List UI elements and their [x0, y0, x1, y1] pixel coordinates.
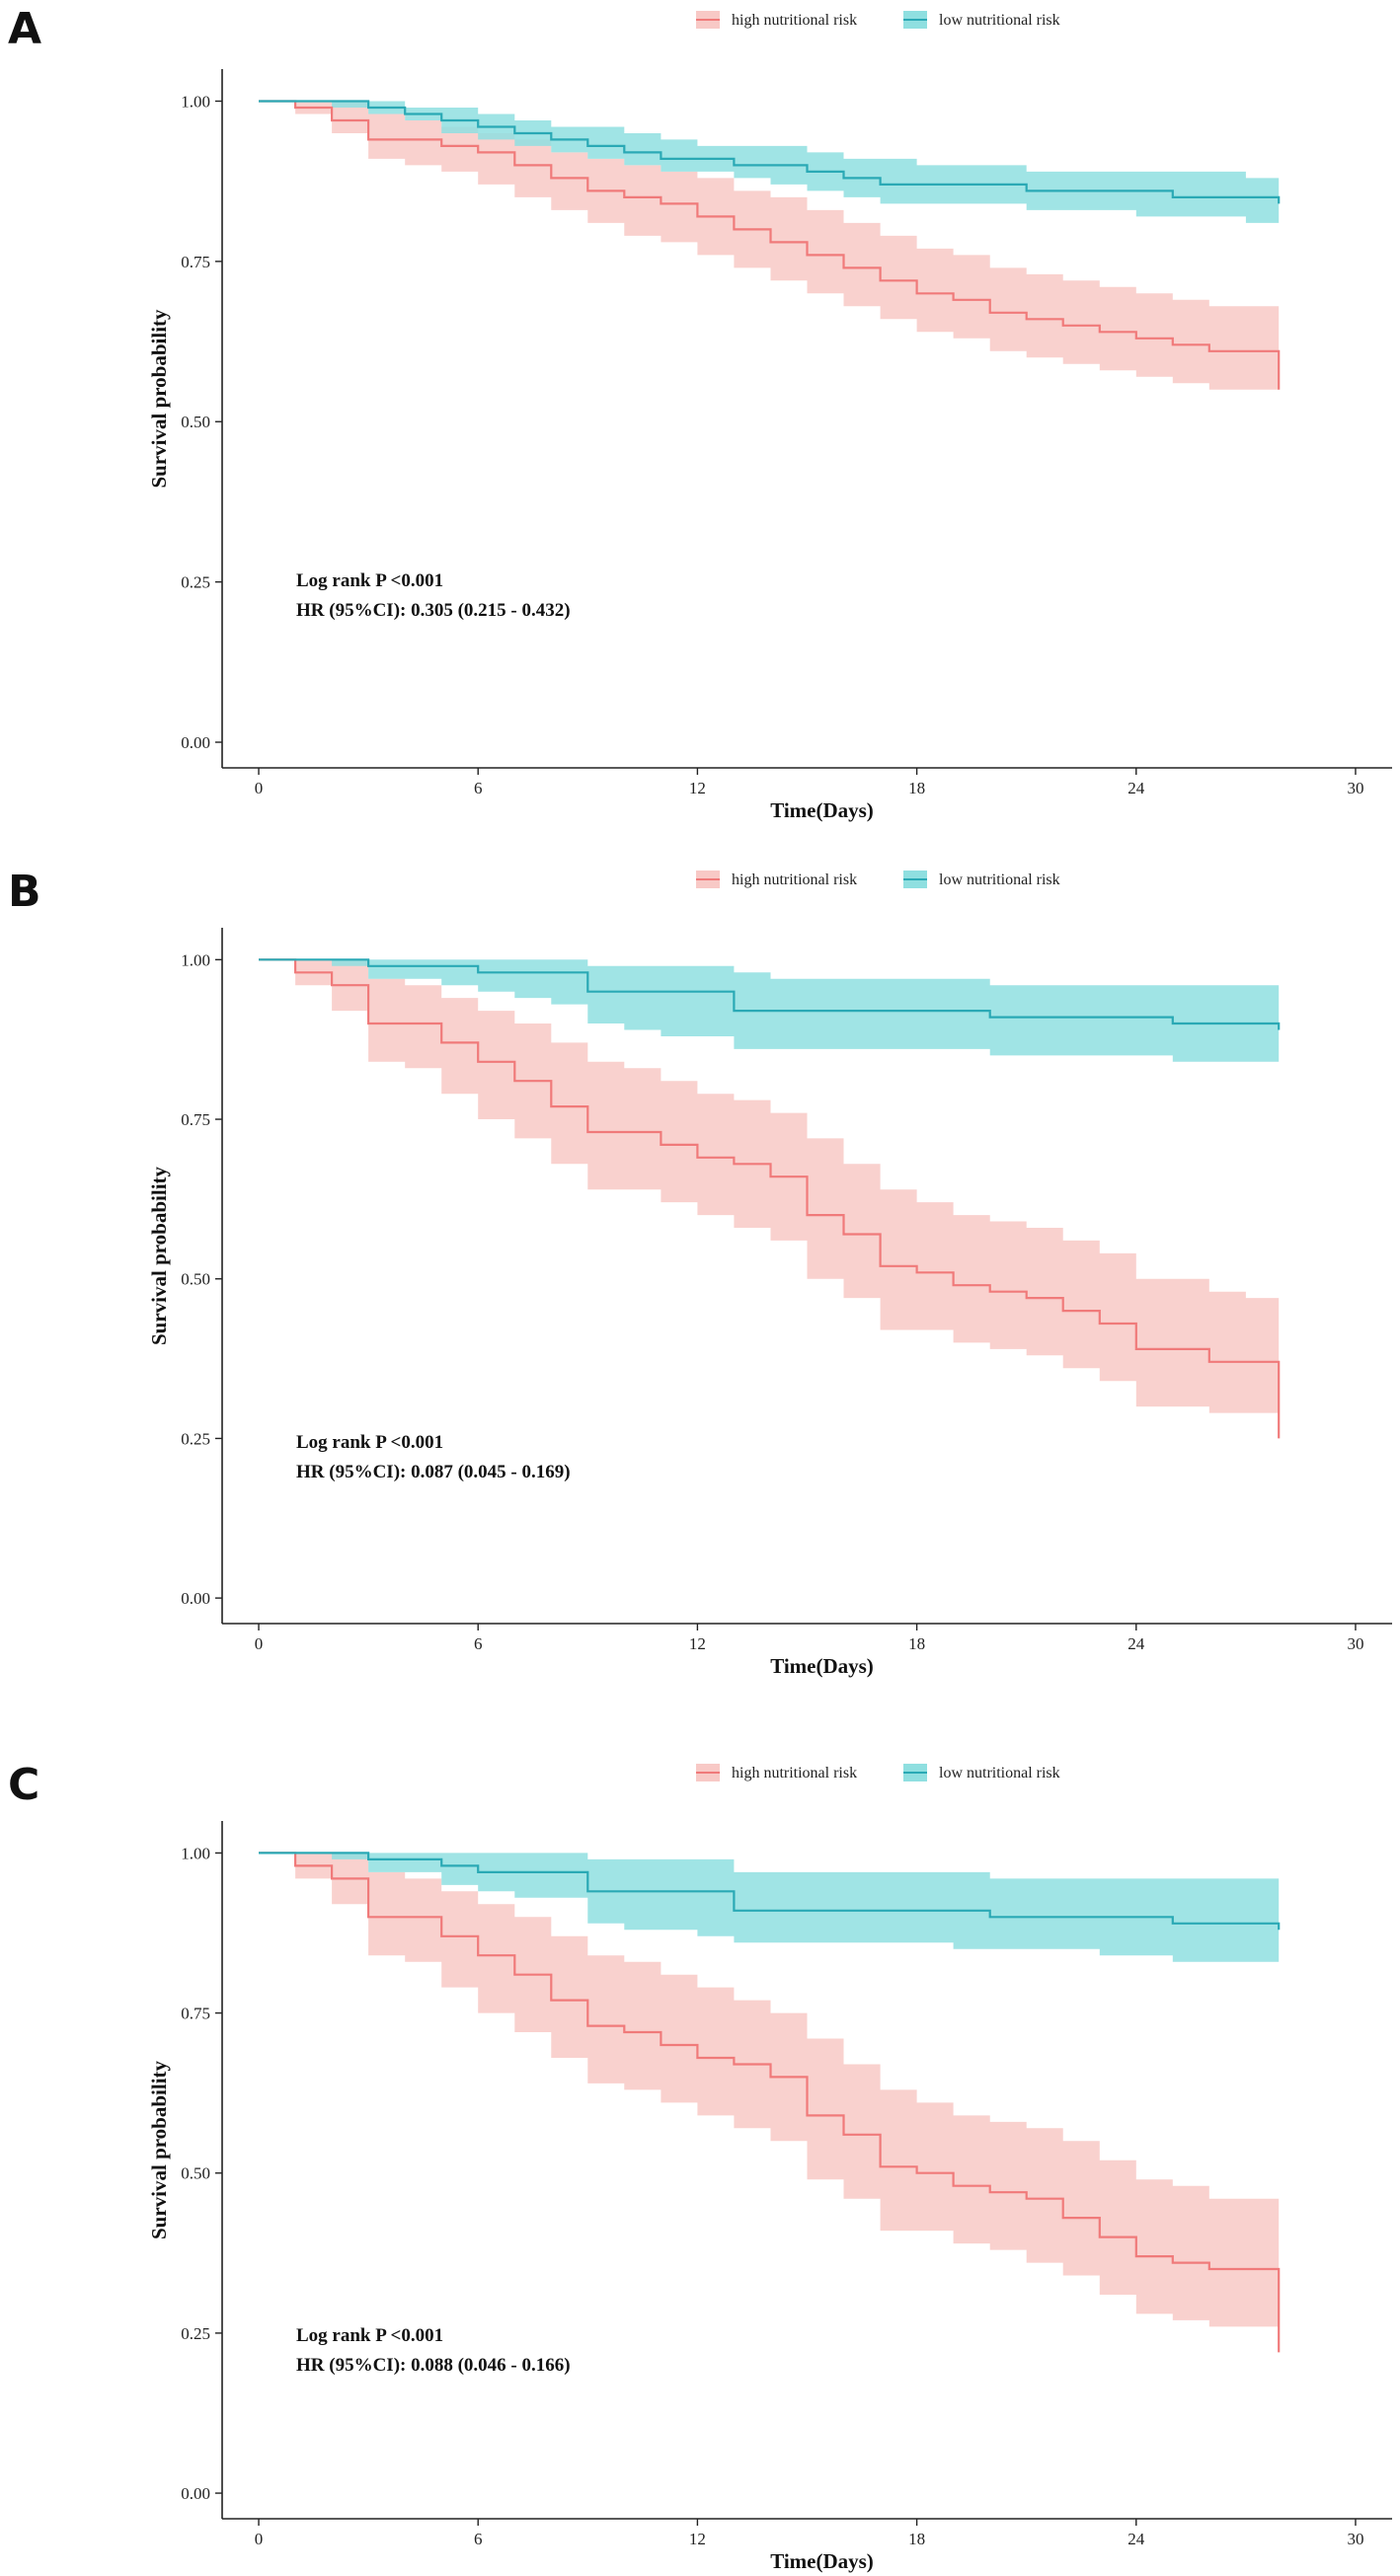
- x-tick-label: 18: [908, 1634, 925, 1653]
- y-tick-label: 0.25: [181, 1429, 210, 1448]
- y-axis-title: Survival probability: [147, 309, 171, 489]
- x-tick-label: 24: [1128, 779, 1145, 797]
- panel-letter: A: [8, 4, 41, 54]
- x-tick-label: 12: [689, 2530, 706, 2548]
- y-axis-title: Survival probability: [147, 2060, 171, 2239]
- x-tick-label: 0: [255, 1634, 264, 1653]
- x-tick-label: 12: [689, 779, 706, 797]
- x-tick-label: 30: [1347, 2530, 1363, 2548]
- x-tick-label: 6: [474, 1634, 483, 1653]
- x-tick-label: 12: [689, 1634, 706, 1653]
- hazard-ratio-annotation: HR (95%CI): 0.087 (0.045 - 0.169): [296, 1462, 571, 1482]
- x-tick-label: 30: [1347, 1634, 1363, 1653]
- survival-curve-low-risk: [259, 1852, 1281, 1931]
- hazard-ratio-annotation: HR (95%CI): 0.088 (0.046 - 0.166): [296, 2355, 571, 2376]
- legend-label-high: high nutritional risk: [732, 1765, 857, 1781]
- survival-curve-high-risk: [259, 958, 1281, 1439]
- legend: high nutritional risk low nutritional ris…: [696, 11, 1060, 29]
- x-tick-label: 30: [1347, 779, 1363, 797]
- survival-curve-high-risk: [259, 100, 1281, 390]
- survival-curve-low-risk: [259, 100, 1281, 204]
- x-axis-title: Time(Days): [770, 1654, 874, 1678]
- y-tick-label: 0.50: [181, 2164, 210, 2183]
- x-tick-label: 24: [1128, 2530, 1145, 2548]
- y-tick-label: 0.00: [181, 1589, 210, 1608]
- legend-label-high: high nutritional risk: [732, 871, 857, 888]
- panel-letter: B: [8, 867, 41, 917]
- log-rank-annotation: Log rank P <0.001: [296, 570, 443, 591]
- panel-letter: C: [8, 1760, 39, 1810]
- y-tick-label: 0.75: [181, 253, 210, 271]
- y-tick-label: 0.25: [181, 2324, 210, 2343]
- y-tick-label: 1.00: [181, 1844, 210, 1862]
- survival-curve-low-risk: [259, 958, 1281, 1030]
- x-tick-label: 6: [474, 779, 483, 797]
- x-tick-label: 18: [908, 2530, 925, 2548]
- y-tick-label: 0.75: [181, 1110, 210, 1129]
- x-tick-label: 0: [255, 2530, 264, 2548]
- x-tick-label: 18: [908, 779, 925, 797]
- y-tick-label: 0.00: [181, 2484, 210, 2503]
- y-tick-label: 0.75: [181, 2005, 210, 2023]
- legend-label-low: low nutritional risk: [939, 871, 1060, 888]
- legend-label-high: high nutritional risk: [732, 12, 857, 29]
- ci-band-low-risk: [259, 1853, 1280, 1962]
- y-axis-title: Survival probability: [147, 1166, 171, 1345]
- legend-label-low: low nutritional risk: [939, 1765, 1060, 1781]
- legend: high nutritional risk low nutritional ris…: [696, 1764, 1060, 1781]
- y-tick-label: 0.50: [181, 1270, 210, 1289]
- survival-curve-high-risk: [259, 1852, 1281, 2353]
- log-rank-annotation: Log rank P <0.001: [296, 2325, 443, 2346]
- x-tick-label: 24: [1128, 1634, 1145, 1653]
- legend-label-low: low nutritional risk: [939, 12, 1060, 29]
- y-tick-label: 0.25: [181, 573, 210, 592]
- x-axis-title: Time(Days): [770, 798, 874, 822]
- ci-band-high-risk: [259, 101, 1280, 390]
- log-rank-annotation: Log rank P <0.001: [296, 1432, 443, 1453]
- x-axis-title: Time(Days): [770, 2549, 874, 2573]
- x-tick-label: 6: [474, 2530, 483, 2548]
- legend: high nutritional risk low nutritional ris…: [696, 871, 1060, 888]
- y-tick-label: 1.00: [181, 92, 210, 111]
- y-tick-label: 0.50: [181, 413, 210, 431]
- x-tick-label: 0: [255, 779, 264, 797]
- hazard-ratio-annotation: HR (95%CI): 0.305 (0.215 - 0.432): [296, 600, 571, 621]
- y-tick-label: 0.00: [181, 733, 210, 752]
- y-tick-label: 1.00: [181, 950, 210, 969]
